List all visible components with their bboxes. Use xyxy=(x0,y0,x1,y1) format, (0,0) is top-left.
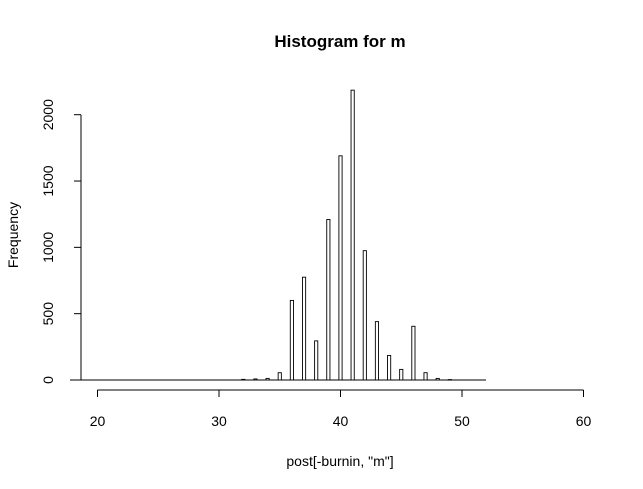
x-tick-label: 50 xyxy=(454,413,470,429)
x-axis-label: post[-burnin, "m"] xyxy=(286,453,393,469)
histogram-bar xyxy=(338,155,343,381)
x-axis: 20 30 40 50 60 xyxy=(90,389,592,429)
y-axis: 0 500 1000 1500 2000 xyxy=(40,99,82,384)
histogram-bar xyxy=(374,321,380,381)
histogram-bar xyxy=(253,378,258,381)
x-tick-label: 20 xyxy=(90,413,106,429)
histogram-bar xyxy=(302,276,307,381)
histogram-bar xyxy=(289,299,294,381)
histogram-bars xyxy=(70,89,486,381)
y-tick-label: 1500 xyxy=(40,165,56,196)
histogram-bar xyxy=(326,219,331,381)
chart-title: Histogram for m xyxy=(274,32,405,51)
histogram-bar xyxy=(350,89,355,381)
y-tick-label: 2000 xyxy=(40,99,56,130)
histogram-bar xyxy=(241,378,246,381)
x-tick-label: 40 xyxy=(333,413,349,429)
histogram-bar xyxy=(265,377,270,381)
x-tick-label: 30 xyxy=(211,413,227,429)
histogram-bar xyxy=(399,368,404,381)
y-tick-label: 0 xyxy=(40,376,56,384)
histogram-bar xyxy=(277,372,282,381)
histogram-bar xyxy=(423,372,428,381)
y-tick-label: 1000 xyxy=(40,232,56,263)
histogram-bar xyxy=(435,377,440,381)
histogram-bar xyxy=(447,379,452,381)
y-axis-label: Frequency xyxy=(5,202,21,268)
histogram-bar xyxy=(411,325,416,381)
x-tick-label: 60 xyxy=(576,413,592,429)
histogram-bar xyxy=(362,250,367,381)
histogram-bar xyxy=(314,340,319,381)
y-tick-label: 500 xyxy=(40,302,56,326)
histogram-bar xyxy=(387,355,392,381)
